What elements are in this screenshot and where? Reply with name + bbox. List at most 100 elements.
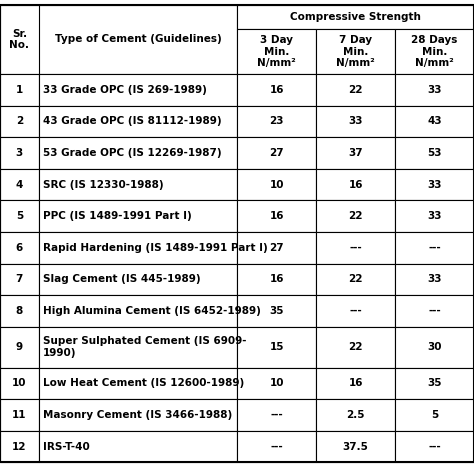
Bar — [237, 431, 316, 462]
Bar — [0, 74, 39, 106]
Text: 16: 16 — [269, 85, 284, 95]
Text: 8: 8 — [16, 306, 23, 316]
Text: 12: 12 — [12, 441, 27, 452]
Bar — [237, 74, 316, 106]
Text: 10: 10 — [269, 378, 284, 389]
Bar — [395, 200, 474, 232]
Bar — [39, 431, 237, 462]
Text: 7 Day
Min.
N/mm²: 7 Day Min. N/mm² — [337, 35, 375, 68]
Text: 33 Grade OPC (IS 269-1989): 33 Grade OPC (IS 269-1989) — [43, 85, 207, 95]
Bar — [0, 295, 39, 327]
Bar — [316, 327, 395, 368]
Text: ---: --- — [270, 410, 283, 420]
Text: 9: 9 — [16, 342, 23, 352]
Bar — [39, 232, 237, 263]
Bar — [237, 232, 316, 263]
Text: Low Heat Cement (IS 12600-1989): Low Heat Cement (IS 12600-1989) — [43, 378, 244, 389]
Bar — [237, 263, 316, 295]
Text: 22: 22 — [348, 275, 363, 284]
Text: Compressive Strength: Compressive Strength — [290, 12, 421, 22]
Bar — [237, 137, 316, 169]
Bar — [316, 200, 395, 232]
Text: 16: 16 — [269, 211, 284, 221]
Text: 43 Grade OPC (IS 81112-1989): 43 Grade OPC (IS 81112-1989) — [43, 116, 221, 127]
Text: 53 Grade OPC (IS 12269-1987): 53 Grade OPC (IS 12269-1987) — [43, 148, 221, 158]
Bar — [395, 327, 474, 368]
Bar — [395, 263, 474, 295]
Bar — [237, 295, 316, 327]
Text: 7: 7 — [16, 275, 23, 284]
Text: 28 Days
Min.
N/mm²: 28 Days Min. N/mm² — [411, 35, 458, 68]
Bar — [0, 169, 39, 200]
Bar — [39, 399, 237, 431]
Text: 53: 53 — [428, 148, 442, 158]
Text: ---: --- — [349, 243, 362, 253]
Text: 23: 23 — [269, 116, 284, 127]
Text: 2.5: 2.5 — [346, 410, 365, 420]
Text: Slag Cement (IS 445-1989): Slag Cement (IS 445-1989) — [43, 275, 201, 284]
Text: Super Sulphated Cement (IS 6909-
1990): Super Sulphated Cement (IS 6909- 1990) — [43, 336, 246, 358]
Text: 37.5: 37.5 — [343, 441, 369, 452]
Text: 35: 35 — [428, 378, 442, 389]
Bar — [395, 295, 474, 327]
Text: 43: 43 — [428, 116, 442, 127]
Bar — [237, 106, 316, 137]
Text: Rapid Hardening (IS 1489-1991 Part I): Rapid Hardening (IS 1489-1991 Part I) — [43, 243, 267, 253]
Bar — [316, 74, 395, 106]
Text: 2: 2 — [16, 116, 23, 127]
Bar — [395, 169, 474, 200]
Bar — [0, 327, 39, 368]
Text: 27: 27 — [269, 243, 284, 253]
Text: 16: 16 — [348, 180, 363, 190]
Text: SRC (IS 12330-1988): SRC (IS 12330-1988) — [43, 180, 163, 190]
Text: 4: 4 — [16, 180, 23, 190]
Text: ---: --- — [428, 441, 441, 452]
Bar — [316, 295, 395, 327]
Bar — [0, 5, 237, 74]
Text: 33: 33 — [428, 211, 442, 221]
Bar — [237, 29, 316, 74]
Bar — [0, 137, 39, 169]
Bar — [39, 169, 237, 200]
Text: 22: 22 — [348, 342, 363, 352]
Text: 5: 5 — [16, 211, 23, 221]
Text: 3: 3 — [16, 148, 23, 158]
Text: 30: 30 — [428, 342, 442, 352]
Bar — [39, 200, 237, 232]
Text: 5: 5 — [431, 410, 438, 420]
Bar — [0, 200, 39, 232]
Bar — [395, 137, 474, 169]
Bar — [237, 5, 474, 29]
Text: 22: 22 — [348, 211, 363, 221]
Bar — [395, 29, 474, 74]
Text: 22: 22 — [348, 85, 363, 95]
Text: 16: 16 — [348, 378, 363, 389]
Text: 33: 33 — [428, 180, 442, 190]
Bar — [395, 106, 474, 137]
Text: 33: 33 — [428, 85, 442, 95]
Text: ---: --- — [428, 306, 441, 316]
Bar — [316, 137, 395, 169]
Text: High Alumina Cement (IS 6452-1989): High Alumina Cement (IS 6452-1989) — [43, 306, 261, 316]
Text: 33: 33 — [428, 275, 442, 284]
Text: 35: 35 — [269, 306, 284, 316]
Text: 6: 6 — [16, 243, 23, 253]
Bar — [39, 295, 237, 327]
Bar — [0, 431, 39, 462]
Text: Sr.
No.: Sr. No. — [9, 28, 29, 50]
Bar — [395, 74, 474, 106]
Bar — [237, 169, 316, 200]
Bar — [39, 137, 237, 169]
Bar — [39, 74, 237, 106]
Text: Type of Cement (Guidelines): Type of Cement (Guidelines) — [55, 35, 221, 44]
Bar — [237, 368, 316, 399]
Text: 11: 11 — [12, 410, 27, 420]
Text: ---: --- — [270, 441, 283, 452]
Text: Masonry Cement (IS 3466-1988): Masonry Cement (IS 3466-1988) — [43, 410, 232, 420]
Bar — [395, 232, 474, 263]
Text: 15: 15 — [269, 342, 284, 352]
Text: 37: 37 — [348, 148, 363, 158]
Bar — [395, 431, 474, 462]
Bar — [316, 106, 395, 137]
Bar — [395, 368, 474, 399]
